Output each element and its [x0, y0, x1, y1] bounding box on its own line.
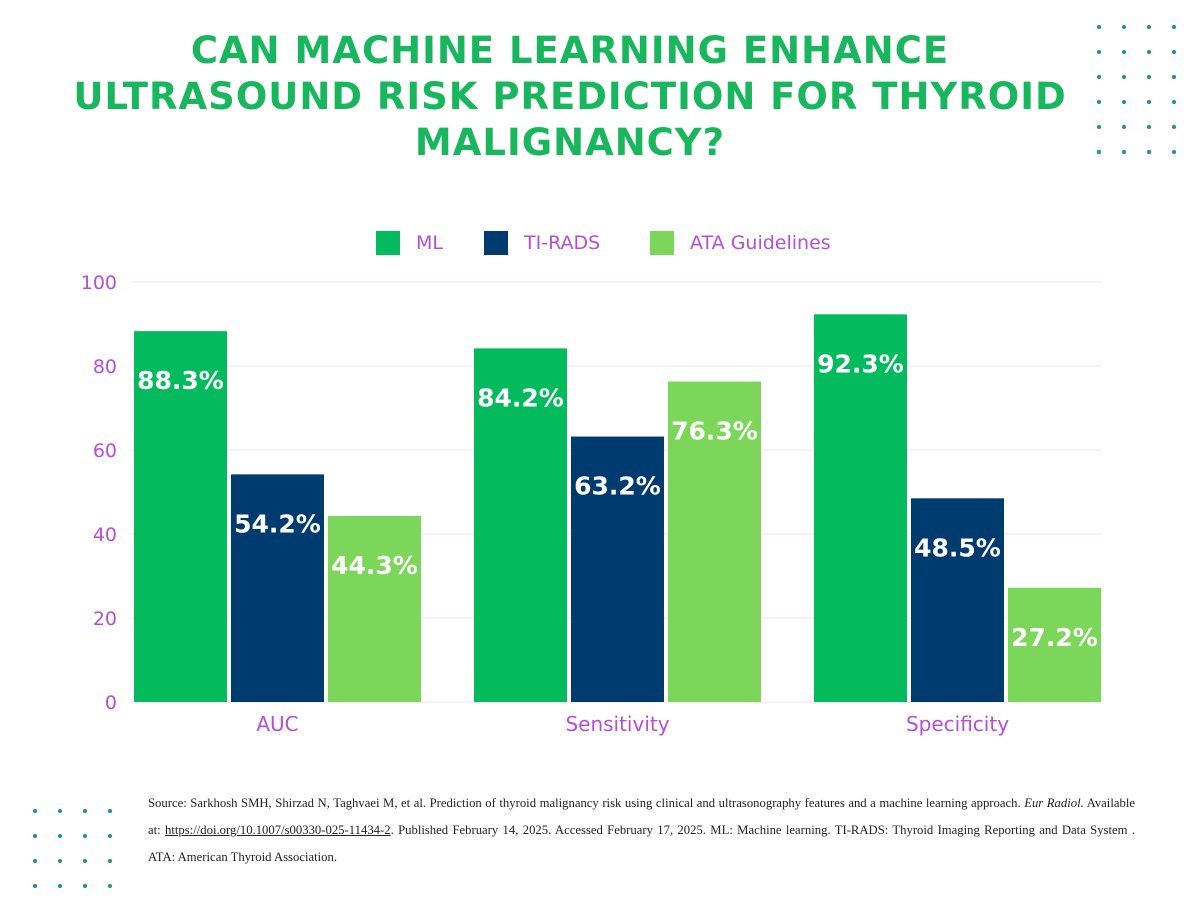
decorative-dot — [58, 884, 62, 888]
decorative-dot — [58, 834, 62, 838]
y-tick-label: 100 — [81, 272, 117, 294]
decorative-dot — [33, 834, 37, 838]
x-tick-label: AUC — [256, 712, 298, 736]
bar — [668, 381, 761, 702]
bar — [814, 314, 907, 702]
source-doi-link[interactable]: https://doi.org/10.1007/s00330-025-11434… — [165, 823, 391, 837]
bar — [328, 515, 421, 702]
decorative-dot — [1122, 150, 1126, 154]
bar — [911, 498, 1004, 702]
y-tick-label: 20 — [93, 608, 117, 630]
decorative-dot — [58, 859, 62, 863]
x-tick-label: Specificity — [906, 712, 1009, 736]
legend-label-tirads: TI-RADS — [524, 232, 601, 254]
bar — [134, 331, 227, 702]
decorative-dot — [1097, 75, 1101, 79]
y-tick-label: 0 — [105, 692, 117, 714]
data-label: 27.2% — [1011, 623, 1098, 652]
legend-swatch-tirads — [484, 231, 508, 255]
source-citation: Source: Sarkhosh SMH, Shirzad N, Taghvae… — [148, 790, 1135, 871]
decorative-dot — [1122, 50, 1126, 54]
bar — [474, 348, 567, 702]
data-label: 84.2% — [477, 383, 564, 412]
decorative-dot — [1172, 125, 1176, 129]
decorative-dot — [83, 809, 87, 813]
decorative-dot — [1172, 75, 1176, 79]
decorative-dot — [108, 859, 112, 863]
decorative-dot — [1147, 100, 1151, 104]
legend-swatch-ata — [650, 231, 674, 255]
data-label: 76.3% — [671, 417, 758, 446]
title-line-1: CAN MACHINE LEARNING ENHANCE — [190, 29, 950, 72]
source-journal: Eur Radiol. — [1024, 796, 1084, 810]
decorative-dot — [108, 809, 112, 813]
decorative-dot — [1122, 100, 1126, 104]
decorative-dot — [1097, 150, 1101, 154]
source-available: Available at: — [148, 796, 1135, 837]
decorative-dot — [1122, 25, 1126, 29]
decorative-dot — [1097, 100, 1101, 104]
y-tick-label: 80 — [93, 356, 117, 378]
decorative-dot — [1122, 75, 1126, 79]
decorative-dot — [1172, 150, 1176, 154]
decorative-dot — [1147, 150, 1151, 154]
decorative-dot — [108, 834, 112, 838]
decorative-dot — [83, 859, 87, 863]
decorative-dot — [108, 884, 112, 888]
data-label: 54.2% — [234, 509, 321, 538]
decorative-dot — [1097, 50, 1101, 54]
decorative-dot — [1172, 25, 1176, 29]
decorative-dot — [33, 884, 37, 888]
decorative-dot — [83, 834, 87, 838]
data-label: 48.5% — [914, 533, 1001, 562]
decorative-dot — [1097, 25, 1101, 29]
decorative-dot — [33, 859, 37, 863]
y-tick-label: 60 — [93, 440, 117, 462]
title-line-2: ULTRASOUND RISK PREDICTION FOR THYROID — [73, 75, 1067, 118]
y-tick-label: 40 — [93, 524, 117, 546]
decorative-dot — [58, 809, 62, 813]
bar — [571, 436, 664, 702]
decorative-dot — [1172, 50, 1176, 54]
data-label: 92.3% — [817, 349, 904, 378]
decorative-dot — [33, 809, 37, 813]
legend-label-ml: ML — [416, 232, 443, 254]
title-line-3: MALIGNANCY? — [414, 121, 726, 164]
decorative-dot — [1172, 100, 1176, 104]
data-label: 88.3% — [137, 366, 224, 395]
decorative-dot — [1147, 125, 1151, 129]
decorative-dot — [1147, 75, 1151, 79]
bar — [1008, 587, 1101, 702]
decorative-dot — [1097, 125, 1101, 129]
decorative-dot — [1122, 125, 1126, 129]
data-label: 63.2% — [574, 472, 661, 501]
data-label: 44.3% — [331, 551, 418, 580]
source-suffix: . Published February 14, 2025. Accessed … — [148, 823, 1136, 864]
x-tick-label: Sensitivity — [565, 712, 669, 736]
chart-title: CAN MACHINE LEARNING ENHANCE ULTRASOUND … — [0, 28, 1140, 166]
decorative-dot — [1147, 50, 1151, 54]
decorative-dot — [83, 884, 87, 888]
source-prefix: Source: Sarkhosh SMH, Shirzad N, Taghvae… — [148, 796, 1021, 810]
legend-swatch-ml — [376, 231, 400, 255]
chart-legend: ML TI-RADS ATA Guidelines — [0, 228, 1200, 260]
bar-chart: 0 20 40 60 80 100 88.3% 54.2% 44.3% AUC 84.2% 63.2%… — [81, 272, 1102, 736]
decorative-dot — [1147, 25, 1151, 29]
bar — [231, 474, 324, 702]
legend-label-ata: ATA Guidelines — [690, 232, 831, 254]
